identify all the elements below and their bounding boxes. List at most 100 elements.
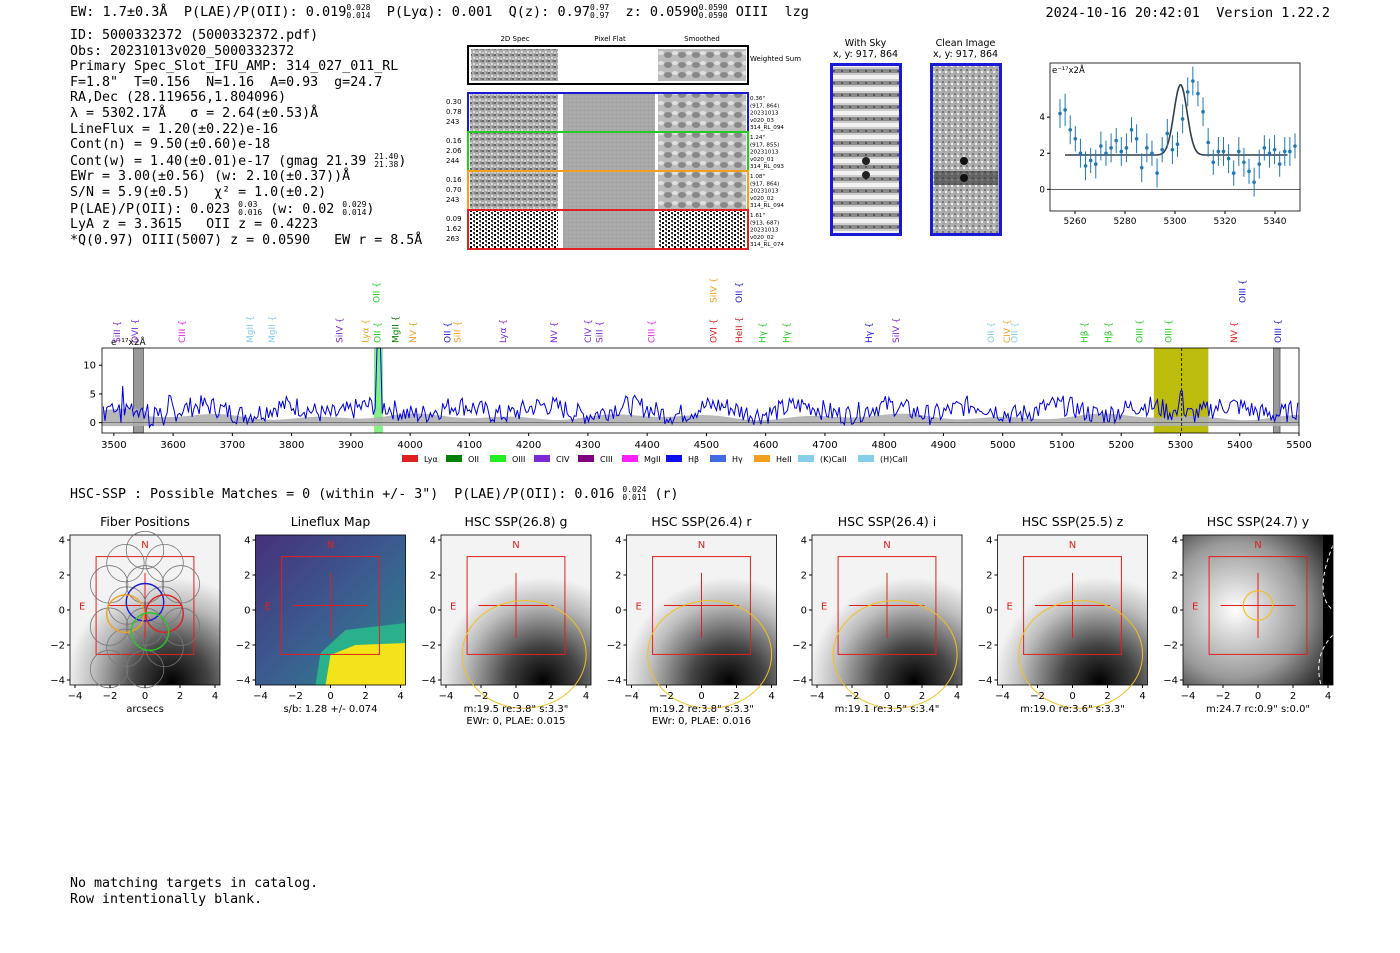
panel-ytick-label: −2: [978, 641, 993, 652]
zoom-ytick-label: 0: [1040, 185, 1045, 195]
fiber-circle: [125, 607, 165, 646]
cutout-left-label: 0.78: [446, 108, 462, 116]
zoom-point: [1139, 165, 1144, 170]
panel-xtick-label: 4: [954, 691, 960, 702]
zoom-xtick-label: 5340: [1264, 217, 1287, 227]
cutout-right-label: v020_01: [750, 157, 774, 163]
spec-xtick-label: 5400: [1227, 440, 1252, 451]
cutout-right-label: 20231013: [750, 111, 779, 117]
east-label: E: [1007, 602, 1013, 613]
spec-xtick-label: 5000: [990, 440, 1015, 451]
aperture-box: [652, 556, 751, 655]
zoom-point: [1145, 146, 1149, 150]
cutout-right-label: 314_RL_094: [750, 125, 784, 131]
full-spectrum: e⁻¹⁷x2Å 10 5 0 3500 3600 3700 3800 3900 4000 4100 4…: [83, 277, 1311, 464]
info-lambda: λ = 5302.17Å σ = 2.64(±0.53)Å: [70, 105, 319, 121]
spec-legend-label: (H)CaII: [880, 455, 907, 464]
galaxy-ellipse: [647, 600, 773, 709]
cutout-left-label: 1.62: [446, 225, 462, 233]
spec-xtick-label: 4800: [871, 440, 896, 451]
panel-xtick-label: 2: [733, 691, 739, 702]
spec-line-label: HeII {: [735, 317, 745, 343]
spec-xtick-label: 3700: [220, 440, 245, 451]
panel-ytick-label: −2: [236, 641, 251, 652]
spec-line-label: Hγ {: [782, 322, 792, 343]
zoom-point: [1211, 160, 1216, 165]
east-label: E: [821, 602, 827, 613]
panel-xtick-label: 0: [142, 691, 148, 702]
line-name: OIII: [735, 4, 769, 20]
panel-xtick-label: −4: [624, 691, 639, 702]
panel-xtick-label: −4: [68, 691, 83, 702]
zoom-point: [1237, 149, 1241, 154]
spec-legend-label: HeII: [776, 455, 792, 464]
zoom-xtick-label: 5280: [1114, 217, 1137, 227]
panel-xlabel: s/b: 1.28 +/- 0.074: [283, 704, 377, 715]
zoom-point: [1226, 156, 1231, 161]
north-label: N: [1069, 540, 1076, 551]
spec-line-label: OIII {: [1136, 319, 1146, 343]
detection-info: ID: 5000332372 (5000332372.pdf) Obs: 202…: [70, 28, 422, 248]
panel-xlabel: arcsecs: [126, 704, 164, 715]
panel-ytick-label: −2: [50, 641, 65, 652]
info-plae: P(LAE)/P(OII): 0.023 0.03 0.016 (w: 0.02 …: [70, 199, 375, 217]
zoom-xtick-label: 5300: [1164, 217, 1187, 227]
spec-xtick-label: 4200: [516, 440, 541, 451]
spec-line-label: SiIV {: [336, 317, 346, 343]
cutout-left-label: 0.09: [446, 215, 462, 223]
zoom-ytick-label: 2: [1040, 149, 1045, 159]
spec-xtick-label: 3900: [338, 440, 363, 451]
cutout-smoothed: [658, 133, 746, 170]
spec-legend-label: CIV: [556, 455, 570, 464]
panel-ytick-label: 2: [615, 571, 621, 582]
z-range: 0.0590 0.0590: [698, 3, 728, 20]
zoom-xtick-label: 5260: [1064, 217, 1087, 227]
zoom-point: [1201, 109, 1205, 114]
zoom-point: [1058, 111, 1062, 116]
zoom-point: [1293, 144, 1297, 148]
spec-line-label: MgII {: [246, 316, 256, 343]
panel-xtick-label: 2: [1290, 691, 1296, 702]
cutout-pixelflat: [563, 133, 655, 170]
spec-legend-swatch: [710, 455, 726, 462]
cutout-2dspec: [470, 172, 558, 209]
cutout-smoothed: [658, 94, 746, 131]
panel-xtick-label: 2: [1104, 691, 1110, 702]
zoom-point: [1252, 180, 1256, 184]
cutout-smoothed: [658, 211, 746, 248]
zoom-ytick-label: 4: [1040, 113, 1045, 123]
zoom-point: [1196, 91, 1200, 96]
panel-xtick-label: 0: [513, 691, 519, 702]
cutout-2dspec: [470, 94, 558, 131]
spec-line-label: MgII {: [268, 316, 278, 343]
galaxy-ellipse: [832, 600, 958, 709]
image-panel: HSC SSP(26.4) r N E 4 2 0 −2 −4−4 −2 0 2 4 m:19.2 re…: [607, 514, 777, 725]
zoom-point: [1160, 147, 1164, 152]
panel-xlabel: m:19.5 re:3.8" s:3.3": [464, 704, 569, 715]
lineflux-peak: [325, 643, 406, 685]
catalog-note-line2: Row intentionally blank.: [70, 891, 263, 907]
cutout-left-label: 243: [446, 196, 459, 204]
zoom-xtick-label: 5320: [1214, 217, 1237, 227]
panel-ytick-label: −2: [607, 641, 622, 652]
zoom-point: [1114, 138, 1118, 143]
panel-xtick-label: 0: [698, 691, 704, 702]
panel-xtick-label: −2: [845, 691, 860, 702]
panel-ytick-label: −4: [236, 676, 251, 687]
cutout-frame: [467, 209, 749, 250]
zoom-point: [1277, 162, 1282, 166]
hsc-summary: HSC-SSP : Possible Matches = 0 (within +…: [70, 485, 679, 503]
aperture-box: [281, 556, 380, 655]
zoom-frame: [1049, 62, 1301, 212]
panel-ytick-label: 2: [244, 571, 250, 582]
cutout-right-label: 314_RL_074: [750, 242, 784, 248]
spec-frame: [101, 347, 1300, 434]
zoom-point: [1093, 162, 1098, 166]
fiber-blue: [125, 582, 165, 622]
spec-line-label: OIII {: [1274, 319, 1284, 343]
panel-ytick-label: 4: [244, 536, 250, 547]
panel-title: HSC SSP(26.8) g: [465, 514, 568, 529]
version: Version 1.22.2: [1216, 5, 1330, 21]
panel-ytick-label: 2: [430, 571, 436, 582]
spec-xtick-label: 4500: [694, 440, 719, 451]
